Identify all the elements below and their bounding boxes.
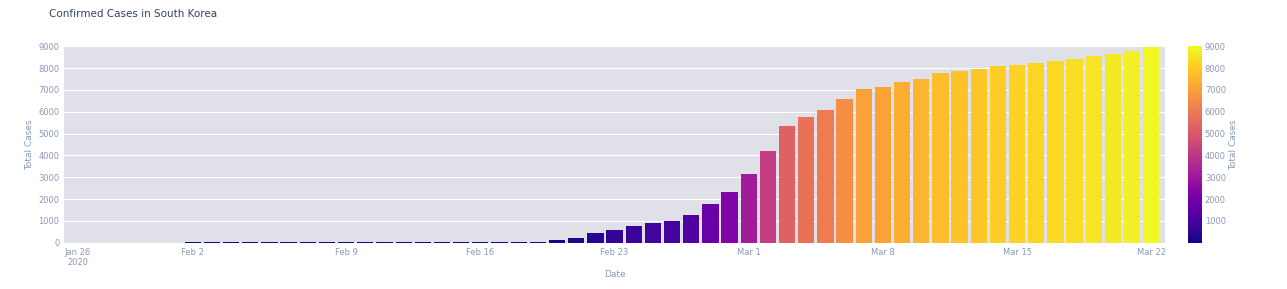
X-axis label: Date: Date	[604, 270, 625, 279]
Bar	[798, 117, 815, 243]
Bar	[722, 192, 737, 243]
Bar	[875, 87, 891, 243]
Bar	[703, 204, 718, 243]
Bar	[261, 242, 278, 243]
Bar	[894, 81, 910, 243]
Bar	[683, 215, 699, 243]
Bar	[951, 71, 968, 243]
Bar	[203, 242, 220, 243]
Bar	[242, 242, 259, 243]
Bar	[472, 242, 489, 243]
Bar	[779, 126, 795, 243]
Bar	[492, 242, 507, 243]
Text: Confirmed Cases in South Korea: Confirmed Cases in South Korea	[49, 9, 218, 19]
Bar	[664, 221, 681, 243]
Bar	[587, 233, 604, 243]
Bar	[856, 89, 871, 243]
Bar	[970, 68, 987, 243]
Bar	[338, 242, 354, 243]
Bar	[1124, 51, 1140, 243]
Bar	[1104, 54, 1121, 243]
Bar	[932, 73, 949, 243]
Bar	[817, 110, 834, 243]
Bar	[759, 151, 776, 243]
Bar	[625, 226, 642, 243]
Bar	[568, 238, 584, 243]
Bar	[645, 223, 662, 243]
Bar	[530, 242, 546, 243]
Bar	[414, 242, 431, 243]
Bar	[376, 242, 393, 243]
Y-axis label: Total Cases: Total Cases	[1229, 119, 1238, 170]
Bar	[453, 242, 470, 243]
Bar	[1028, 63, 1045, 243]
Bar	[1067, 59, 1082, 243]
Bar	[837, 99, 853, 243]
Bar	[434, 242, 450, 243]
Bar	[223, 242, 239, 243]
Bar	[319, 242, 335, 243]
Bar	[990, 66, 1006, 243]
Bar	[281, 242, 297, 243]
Bar	[1048, 61, 1063, 243]
Bar	[1009, 64, 1026, 243]
Bar	[358, 242, 373, 243]
Bar	[395, 242, 412, 243]
Y-axis label: Total Cases: Total Cases	[26, 119, 35, 170]
Bar	[1086, 56, 1102, 243]
Bar	[912, 79, 929, 243]
Bar	[300, 242, 317, 243]
Bar	[740, 174, 757, 243]
Bar	[1143, 47, 1160, 243]
Bar	[511, 242, 526, 243]
Bar	[606, 230, 623, 243]
Bar	[548, 240, 565, 243]
